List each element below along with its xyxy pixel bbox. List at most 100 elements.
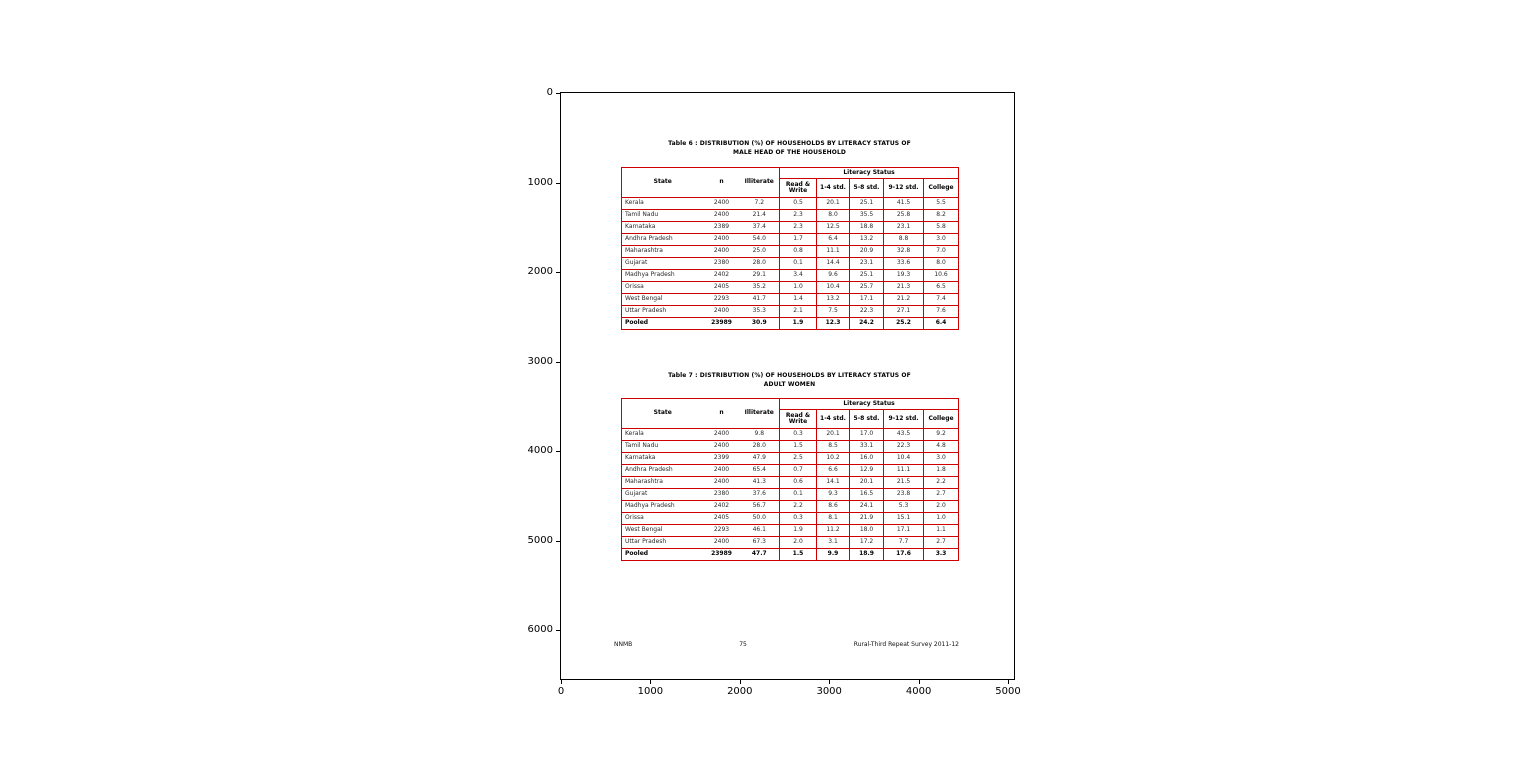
value-cell: 11.1 [816, 245, 850, 258]
value-cell: 10.4 [816, 281, 850, 294]
value-cell: 2405 [703, 281, 740, 294]
value-cell: 1.9 [779, 317, 817, 330]
table-row: Tamil Nadu 2400 21.4 2.3 8.0 35.5 25.8 8.2 [621, 209, 959, 222]
value-cell: 9.8 [739, 428, 780, 441]
column-header-5-8-std: 5-8 std. [849, 178, 884, 198]
value-cell: 21.2 [883, 293, 924, 306]
table6-title-line2: MALE HEAD OF THE HOUSEHOLD [733, 149, 846, 156]
table7-title-line1: Table 7 : DISTRIBUTION (%) OF HOUSEHOLDS… [668, 372, 911, 379]
state-cell: West Bengal [621, 524, 704, 537]
state-cell: Gujarat [621, 257, 704, 270]
value-cell: 2400 [703, 233, 740, 246]
x-tick-label: 3000 [816, 686, 842, 697]
value-cell: 2.5 [779, 452, 817, 465]
y-tick-label: 2000 [527, 266, 553, 277]
value-cell: 0.1 [779, 488, 817, 501]
value-cell: 28.0 [739, 257, 780, 270]
value-cell: 1.7 [779, 233, 817, 246]
value-cell: 7.5 [816, 305, 850, 318]
column-header-n: n [703, 398, 740, 429]
value-cell: 35.2 [739, 281, 780, 294]
state-cell: West Bengal [621, 293, 704, 306]
value-cell: 1.5 [779, 548, 817, 561]
value-cell: 5.8 [922, 221, 959, 234]
x-tick-mark [650, 680, 652, 684]
value-cell: 10.2 [816, 452, 850, 465]
value-cell: 20.9 [849, 245, 884, 258]
document-page: Table 6 : DISTRIBUTION (%) OF HOUSEHOLDS… [561, 93, 1014, 679]
value-cell: 2.7 [922, 536, 959, 549]
value-cell: 1.5 [779, 440, 817, 453]
value-cell: 1.9 [779, 524, 817, 537]
value-cell: 2402 [703, 500, 740, 513]
footer-org-label: NNMB [614, 641, 633, 648]
table-row: Tamil Nadu 2400 28.0 1.5 8.5 33.1 22.3 4.8 [621, 440, 959, 453]
value-cell: 2.3 [779, 209, 817, 222]
state-cell: Pooled [621, 317, 704, 330]
value-cell: 23.8 [883, 488, 924, 501]
state-cell: Tamil Nadu [621, 440, 704, 453]
table-row: Gujarat 2380 37.6 0.1 9.3 16.5 23.8 2.7 [621, 488, 959, 501]
value-cell: 16.0 [849, 452, 884, 465]
value-cell: 33.6 [883, 257, 924, 270]
literacy-table-adult-women: State n Illiterate Literacy Status Read … [621, 398, 960, 561]
value-cell: 3.3 [922, 548, 959, 561]
value-cell: 20.1 [816, 197, 850, 210]
state-cell: Uttar Pradesh [621, 536, 704, 549]
state-cell: Kerala [621, 428, 704, 441]
value-cell: 13.2 [816, 293, 850, 306]
value-cell: 17.1 [849, 293, 884, 306]
group-header-literacy-status: Literacy Status [778, 398, 959, 410]
figure-axes: Table 6 : DISTRIBUTION (%) OF HOUSEHOLDS… [528, 87, 1021, 697]
x-tick-label: 2000 [727, 686, 753, 697]
value-cell: 25.2 [883, 317, 924, 330]
value-cell: 0.7 [779, 464, 817, 477]
value-cell: 8.6 [816, 500, 850, 513]
value-cell: 41.7 [739, 293, 780, 306]
value-cell: 2400 [703, 536, 740, 549]
literacy-table-male-head: State n Illiterate Literacy Status Read … [621, 167, 960, 330]
value-cell: 23989 [703, 317, 740, 330]
value-cell: 9.6 [816, 269, 850, 282]
state-cell: Orissa [621, 512, 704, 525]
value-cell: 7.4 [922, 293, 959, 306]
state-cell: Gujarat [621, 488, 704, 501]
value-cell: 6.4 [816, 233, 850, 246]
value-cell: 14.4 [816, 257, 850, 270]
value-cell: 7.7 [883, 536, 924, 549]
value-cell: 0.5 [779, 197, 817, 210]
value-cell: 6.6 [816, 464, 850, 477]
y-tick-mark [556, 630, 560, 631]
x-tick-label: 5000 [995, 686, 1021, 697]
state-cell: Kerala [621, 197, 704, 210]
value-cell: 29.1 [739, 269, 780, 282]
table-row: Andhra Pradesh 2400 65.4 0.7 6.6 12.9 11.1 1.8 [621, 464, 959, 477]
value-cell: 24.2 [849, 317, 884, 330]
column-header-5-8-std: 5-8 std. [849, 409, 884, 429]
state-cell: Madhya Pradesh [621, 269, 704, 282]
value-cell: 5.3 [883, 500, 924, 513]
column-header-college: College [922, 178, 959, 198]
value-cell: 2389 [703, 221, 740, 234]
column-header-college: College [922, 409, 959, 429]
value-cell: 2400 [703, 305, 740, 318]
value-cell: 35.5 [849, 209, 884, 222]
value-cell: 41.3 [739, 476, 780, 489]
value-cell: 17.6 [883, 548, 924, 561]
table-row: Uttar Pradesh 2400 35.3 2.1 7.5 22.3 27.1 7.6 [621, 305, 959, 318]
value-cell: 4.8 [922, 440, 959, 453]
value-cell: 2400 [703, 440, 740, 453]
column-header-1-4-std: 1-4 std. [816, 409, 850, 429]
value-cell: 18.8 [849, 221, 884, 234]
value-cell: 7.2 [739, 197, 780, 210]
value-cell: 6.5 [922, 281, 959, 294]
value-cell: 23.1 [849, 257, 884, 270]
y-tick-mark [556, 93, 560, 94]
value-cell: 1.0 [779, 281, 817, 294]
value-cell: 2293 [703, 293, 740, 306]
value-cell: 15.1 [883, 512, 924, 525]
x-tick-mark [918, 680, 920, 684]
value-cell: 25.8 [883, 209, 924, 222]
value-cell: 9.3 [816, 488, 850, 501]
